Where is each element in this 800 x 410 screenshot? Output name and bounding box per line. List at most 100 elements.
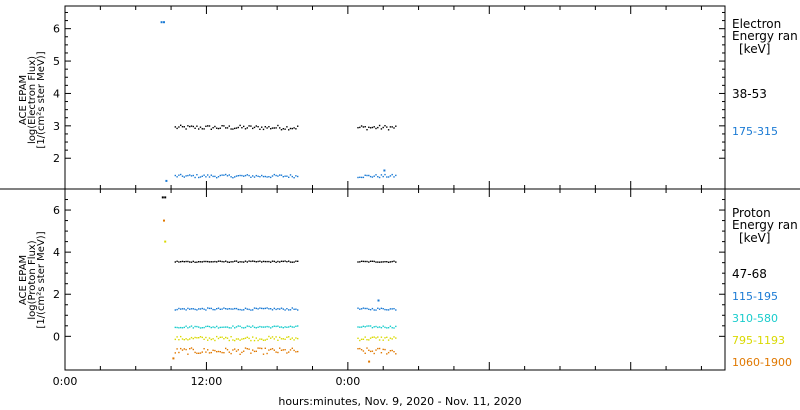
proton-point-115-195: [366, 307, 368, 310]
electron-point-38-53: [221, 125, 223, 127]
proton-point-795-1193: [259, 338, 261, 340]
electron-point-175-315: [395, 174, 397, 177]
proton-legend-47-68: 47-68: [732, 267, 767, 281]
electron-point-175-315: [194, 176, 196, 179]
proton-point-115-195: [214, 309, 216, 311]
proton-point-795-1193: [221, 336, 223, 338]
proton-point-115-195: [194, 308, 196, 311]
proton-point-1060-1900: [212, 349, 214, 351]
electron-point-175-315: [268, 176, 270, 178]
electron-point-175-315: [199, 176, 202, 178]
proton-point-47-68: [185, 260, 187, 263]
proton-point-115-195: [291, 307, 293, 309]
electron-point-175-315: [210, 174, 212, 176]
proton-point-115-195: [382, 308, 384, 310]
proton-point-47-68: [387, 261, 390, 263]
electron-point-38-53: [189, 125, 191, 128]
electron-point-38-53: [174, 126, 176, 128]
proton-point-310-580: [205, 325, 207, 328]
proton-point-310-580: [187, 327, 189, 329]
electron-point-38-53: [395, 125, 397, 127]
electron-point-175-315: [253, 176, 256, 178]
proton-point-47-68: [239, 261, 241, 263]
proton-point-47-68: [194, 261, 196, 263]
proton-data-points: [161, 196, 397, 363]
proton-legend-115-195: 115-195: [732, 290, 778, 303]
electron-point-38-53: [196, 125, 198, 127]
electron-point-175-315: [369, 175, 372, 178]
proton-point-115-195: [266, 307, 268, 309]
proton-point-1060-1900: [380, 352, 383, 354]
proton-point-1060-1900: [382, 348, 384, 351]
proton-point-795-1193: [208, 337, 211, 339]
electron-point-175-315: [261, 174, 263, 177]
proton-point-795-1193: [293, 339, 295, 341]
electron-point-175-315: [364, 174, 366, 176]
proton-point-115-195: [293, 308, 295, 310]
electron-point-175-315: [183, 176, 185, 178]
proton-point-47-68: [261, 261, 263, 263]
electron-point-175-315: [160, 21, 163, 24]
proton-point-115-195: [189, 308, 191, 310]
proton-point-310-580: [389, 325, 392, 327]
electron-point-38-53: [259, 128, 261, 130]
proton-point-795-1193: [252, 336, 254, 338]
proton-point-1060-1900: [219, 351, 221, 353]
electron-point-175-315: [187, 174, 189, 177]
proton-point-115-195: [181, 308, 184, 310]
proton-point-1060-1900: [360, 349, 363, 351]
proton-point-1060-1900: [264, 347, 266, 349]
proton-point-310-580: [284, 326, 286, 328]
proton-point-310-580: [275, 325, 277, 328]
proton-point-310-580: [359, 326, 361, 328]
electron-point-38-53: [228, 125, 230, 127]
proton-point-795-1193: [373, 336, 375, 338]
proton-point-47-68: [219, 260, 221, 262]
electron-point-175-315: [176, 176, 178, 178]
electron-point-38-53: [248, 125, 250, 127]
proton-point-1060-1900: [268, 349, 270, 351]
electron-point-38-53: [205, 125, 207, 127]
proton-ylabel-line1: ACE EPAM: [18, 255, 29, 305]
electron-point-38-53: [286, 126, 288, 128]
electron-point-38-53: [387, 129, 390, 131]
electron-point-38-53: [255, 125, 257, 127]
electron-point-38-53: [275, 127, 277, 129]
proton-point-795-1193: [295, 337, 297, 339]
proton-point-47-68: [208, 261, 211, 263]
proton-point-795-1193: [395, 337, 397, 339]
proton-ylabel-line2: log(Proton Flux): [27, 240, 38, 319]
proton-point-47-68: [216, 261, 218, 263]
proton-point-310-580: [368, 325, 370, 327]
proton-point-1060-1900: [226, 349, 229, 351]
proton-point-795-1193: [176, 336, 178, 338]
proton-point-310-580: [375, 325, 377, 328]
proton-point-47-68: [360, 260, 363, 262]
proton-point-310-580: [255, 327, 257, 329]
electron-point-38-53: [239, 124, 241, 127]
electron-point-38-53: [368, 126, 370, 128]
proton-point-795-1193: [228, 339, 230, 342]
electron-point-175-315: [270, 176, 272, 179]
proton-point-115-195: [241, 309, 243, 311]
electron-point-175-315: [228, 174, 230, 176]
proton-point-115-195: [289, 309, 292, 311]
electron-point-175-315: [297, 175, 299, 178]
proton-point-115-195: [207, 307, 209, 309]
proton-point-1060-1900: [359, 347, 361, 350]
proton-point-47-68: [377, 261, 379, 263]
proton-point-115-195: [377, 299, 380, 302]
electron-point-38-53: [297, 125, 299, 127]
proton-point-1060-1900: [243, 350, 245, 352]
proton-legend-title-1: Proton: [732, 206, 771, 220]
electron-point-38-53: [253, 126, 256, 129]
proton-point-47-68: [371, 260, 374, 262]
proton-point-47-68: [246, 261, 248, 263]
proton-point-115-195: [288, 309, 290, 311]
proton-ytick-label: 2: [53, 288, 60, 301]
proton-point-47-68: [176, 260, 178, 262]
electron-ylabel-line2: log(Electron Flux): [27, 56, 38, 144]
proton-point-47-68: [389, 261, 392, 263]
electron-point-38-53: [232, 128, 234, 130]
electron-point-38-53: [203, 128, 205, 130]
